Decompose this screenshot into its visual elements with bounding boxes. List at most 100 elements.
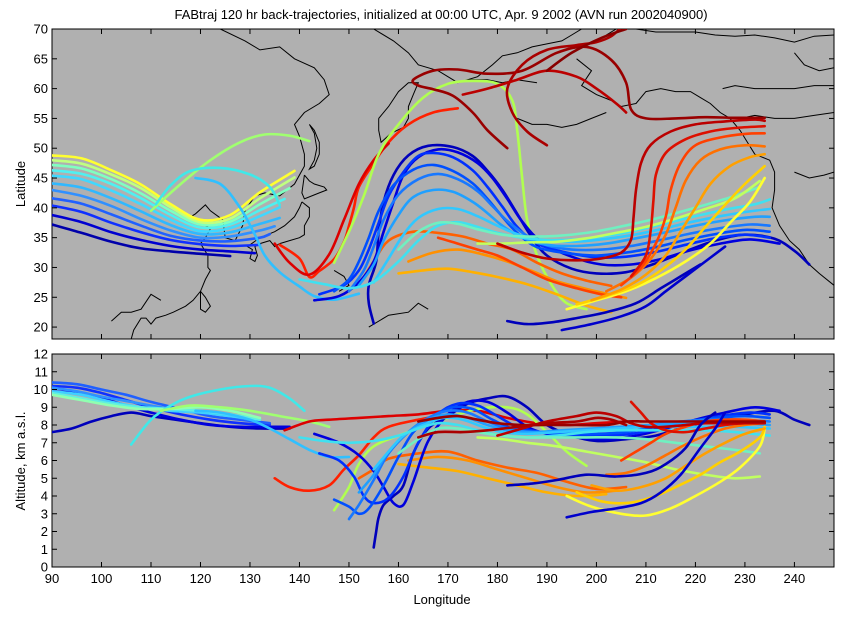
coastline-4 bbox=[378, 82, 420, 144]
map-y-tick-label: 70 bbox=[34, 22, 48, 37]
map-trajectory-1 bbox=[52, 213, 257, 255]
x-tick-label: 170 bbox=[437, 571, 459, 586]
alt-y-tick-label: 10 bbox=[34, 382, 48, 397]
coastline-1 bbox=[373, 29, 582, 84]
coastline-16 bbox=[368, 302, 429, 328]
map-trajectory-23 bbox=[318, 151, 771, 296]
map-trajectory-38 bbox=[411, 45, 766, 150]
map-y-tick-label: 60 bbox=[34, 81, 48, 96]
x-tick-label: 190 bbox=[536, 571, 558, 586]
map-trajectory-6 bbox=[52, 174, 281, 233]
map-trajectory-17 bbox=[357, 229, 613, 288]
map-trajectory-33 bbox=[590, 152, 766, 302]
map-trajectory-15 bbox=[273, 142, 390, 277]
coastline-17 bbox=[111, 293, 162, 322]
alt-y-tick-label: 12 bbox=[34, 347, 48, 362]
map-trajectory-19 bbox=[397, 267, 613, 314]
map-trajectory-10 bbox=[52, 154, 296, 222]
alt-y-tick-label: 8 bbox=[41, 418, 48, 433]
coastline-11 bbox=[739, 112, 834, 119]
alt-trajectory-8 bbox=[129, 384, 306, 446]
map-trajectory-14 bbox=[278, 107, 460, 279]
alt-trajectory-28 bbox=[575, 425, 766, 505]
altitude-trajectories bbox=[52, 381, 811, 549]
map-trajectory-25 bbox=[347, 172, 771, 293]
alt-trajectory-16 bbox=[397, 462, 608, 498]
x-axis-ticks: 90 100 110 120 130 140 150 160 170 180 190 200 210 22… bbox=[45, 571, 805, 586]
x-tick-label: 240 bbox=[784, 571, 806, 586]
map-trajectory-12 bbox=[154, 166, 281, 207]
x-tick-label: 130 bbox=[239, 571, 261, 586]
map-trajectory-41 bbox=[545, 29, 628, 72]
coastline-14 bbox=[200, 290, 212, 313]
coastlines bbox=[111, 29, 834, 339]
alt-y-tick-label: 9 bbox=[41, 400, 48, 415]
altitude-y-axis-label: Altitude, km a.s.l. bbox=[13, 412, 28, 511]
x-tick-label: 110 bbox=[141, 571, 162, 586]
x-tick-label: 180 bbox=[487, 571, 509, 586]
alt-y-tick-label: 4 bbox=[41, 489, 48, 504]
coastline-10 bbox=[722, 85, 834, 90]
map-y-tick-label: 45 bbox=[34, 171, 48, 186]
alt-trajectory-25 bbox=[397, 426, 762, 455]
alt-y-tick-label: 7 bbox=[41, 435, 48, 450]
x-axis-label: Longitude bbox=[413, 592, 470, 607]
map-y-tick-label: 30 bbox=[34, 260, 48, 275]
map-trajectory-8 bbox=[52, 163, 291, 227]
coastline-13 bbox=[794, 171, 834, 179]
alt-trajectory-7 bbox=[52, 393, 262, 420]
coastline-9 bbox=[517, 112, 607, 128]
map-y-tick-label: 55 bbox=[34, 111, 48, 126]
map-y-tick-label: 35 bbox=[34, 230, 48, 245]
coastline-2 bbox=[606, 29, 834, 43]
map-trajectory-42 bbox=[506, 263, 702, 326]
coastline-7 bbox=[246, 201, 310, 263]
alt-y-tick-label: 0 bbox=[41, 560, 48, 575]
alt-y-tick-label: 5 bbox=[41, 471, 48, 486]
map-trajectory-9 bbox=[52, 158, 296, 225]
x-tick-label: 210 bbox=[635, 571, 657, 586]
x-tick-label: 90 bbox=[45, 571, 59, 586]
map-trajectory-20 bbox=[436, 236, 623, 299]
coastline-0 bbox=[130, 29, 330, 339]
alt-trajectory-29 bbox=[590, 427, 766, 493]
alt-trajectory-36 bbox=[506, 411, 717, 487]
alt-trajectory-34 bbox=[417, 414, 766, 427]
map-trajectory-43 bbox=[560, 245, 727, 332]
altitude-plot-area bbox=[51, 353, 835, 568]
map-plot-area bbox=[51, 28, 835, 340]
map-trajectory-2 bbox=[52, 204, 262, 248]
map-trajectory-11 bbox=[149, 132, 311, 213]
alt-y-tick-label: 3 bbox=[41, 506, 48, 521]
map-trajectory-36 bbox=[629, 124, 766, 278]
map-trajectory-39 bbox=[505, 29, 622, 147]
x-tick-label: 220 bbox=[685, 571, 707, 586]
alt-trajectory-15 bbox=[407, 455, 618, 494]
coastline-12 bbox=[794, 52, 834, 72]
map-trajectory-3 bbox=[52, 197, 272, 243]
alt-y-tick-label: 1 bbox=[41, 542, 48, 557]
chart-title: FABtraj 120 hr back-trajectories, initia… bbox=[174, 7, 707, 22]
alt-trajectory-26 bbox=[476, 436, 762, 480]
x-tick-label: 100 bbox=[91, 571, 113, 586]
map-y-tick-label: 20 bbox=[34, 320, 48, 335]
map-trajectory-35 bbox=[619, 132, 766, 287]
map-trajectory-30 bbox=[476, 179, 762, 245]
alt-trajectory-35 bbox=[417, 416, 628, 439]
map-y-tick-label: 40 bbox=[34, 200, 48, 215]
x-tick-label: 160 bbox=[388, 571, 410, 586]
map-y-axis-label: Latitude bbox=[13, 161, 28, 207]
coastline-6 bbox=[301, 174, 328, 200]
map-trajectory-0 bbox=[52, 223, 232, 258]
map-panel: 20 25 30 35 40 45 50 55 60 65 70 Latitude bbox=[13, 22, 835, 340]
alt-y-tick-label: 11 bbox=[35, 364, 49, 379]
map-axes: 20 25 30 35 40 45 50 55 60 65 70 bbox=[34, 22, 834, 339]
map-trajectory-22 bbox=[313, 147, 781, 302]
map-trajectory-40 bbox=[461, 69, 628, 114]
x-tick-label: 140 bbox=[289, 571, 311, 586]
alt-trajectory-11 bbox=[273, 413, 450, 493]
alt-trajectory-3 bbox=[52, 381, 272, 425]
